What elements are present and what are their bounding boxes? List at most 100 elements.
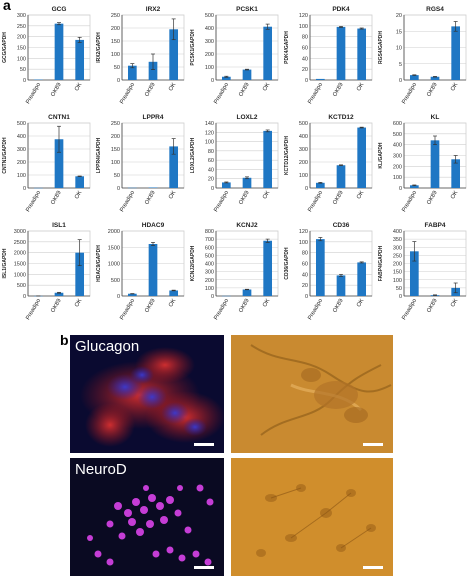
y-tick-label: 120 bbox=[299, 229, 308, 235]
chart-pcsk1: 0 100 200 300 400 500 PCSK1 PCSK1/GAPDH Preadipo… bbox=[190, 6, 279, 105]
chart-gcg: 0 50 100 150 200 250 300 GCG GCG/GAPDH Preadipo OK… bbox=[2, 6, 91, 105]
chart-title: LPPR4 bbox=[143, 114, 164, 121]
bar-ok89 bbox=[148, 244, 158, 296]
y-axis-label: RGS4/GAPDH bbox=[378, 31, 384, 64]
y-tick-label: 200 bbox=[205, 278, 214, 284]
y-tick-label: 100 bbox=[393, 175, 402, 181]
bar-ok bbox=[357, 262, 367, 296]
y-tick-label: 150 bbox=[111, 147, 120, 153]
x-tick-label: OK89 bbox=[50, 190, 63, 206]
bar-ok bbox=[357, 127, 367, 188]
chart-kl: 0 100 200 300 400 500 600 KL KL/GAPDH Preadipo OK8… bbox=[378, 114, 467, 213]
y-axis-label: KCTD12/GAPDH bbox=[284, 136, 290, 175]
x-tick-label: OK bbox=[450, 190, 459, 200]
y-tick-label: 400 bbox=[393, 229, 402, 235]
bar-ok89 bbox=[54, 139, 64, 188]
y-tick-label: 1000 bbox=[108, 262, 120, 268]
y-tick-label: 600 bbox=[393, 121, 402, 127]
glucagon-fluorescence-image: Glucagon bbox=[70, 335, 224, 453]
chart-title: KCTD12 bbox=[328, 114, 354, 121]
y-tick-label: 100 bbox=[299, 173, 308, 179]
x-tick-label: OK89 bbox=[332, 82, 345, 98]
y-tick-label: 150 bbox=[111, 39, 120, 45]
chart-title: KL bbox=[431, 114, 440, 121]
bar-ok89 bbox=[336, 26, 346, 81]
x-tick-label: Preadipo bbox=[307, 190, 324, 213]
y-tick-label: 100 bbox=[205, 140, 214, 146]
y-tick-label: 150 bbox=[17, 46, 26, 52]
y-tick-label: 80 bbox=[302, 251, 308, 257]
y-axis-label: PDK4/GAPDH bbox=[284, 31, 290, 64]
x-tick-label: OK bbox=[262, 298, 271, 308]
chart-title: CNTN1 bbox=[48, 114, 70, 121]
chart-title: CD36 bbox=[333, 222, 350, 229]
bar-ok bbox=[451, 26, 461, 80]
bar-preadipo bbox=[127, 293, 137, 296]
y-tick-label: 0 bbox=[305, 186, 308, 192]
x-tick-label: Preadipo bbox=[401, 190, 418, 213]
bar-ok bbox=[263, 26, 273, 80]
bar-ok89 bbox=[242, 289, 252, 296]
y-tick-label: 150 bbox=[393, 270, 402, 276]
chart-pdk4: 0 20 40 60 80 100 120 PDK4 PDK4/GAPDH Preadipo OK8… bbox=[284, 6, 373, 105]
y-tick-label: 500 bbox=[299, 121, 308, 127]
y-tick-label: 500 bbox=[17, 283, 26, 289]
bar-preadipo bbox=[409, 75, 419, 80]
x-tick-label: Preadipo bbox=[307, 82, 324, 105]
glucagon-label: Glucagon bbox=[75, 338, 140, 355]
y-tick-label: 500 bbox=[17, 121, 26, 127]
y-tick-label: 300 bbox=[299, 147, 308, 153]
y-axis-label: CD36/GAPDH bbox=[284, 247, 290, 280]
x-tick-label: OK89 bbox=[50, 298, 63, 314]
y-tick-label: 0 bbox=[399, 294, 402, 300]
y-tick-label: 20 bbox=[302, 283, 308, 289]
y-tick-label: 800 bbox=[205, 229, 214, 235]
y-tick-label: 300 bbox=[17, 147, 26, 153]
y-axis-label: GCG/GAPDH bbox=[2, 32, 8, 63]
bar-ok89 bbox=[336, 165, 346, 188]
y-tick-label: 100 bbox=[205, 65, 214, 71]
y-tick-label: 40 bbox=[302, 56, 308, 62]
bar-ok89 bbox=[148, 187, 158, 188]
y-tick-label: 0 bbox=[211, 78, 214, 84]
x-tick-label: OK89 bbox=[238, 298, 251, 314]
bar-ok89 bbox=[148, 61, 158, 80]
y-axis-label: CNTN1/GAPDH bbox=[2, 137, 8, 174]
neurod-label: NeuroD bbox=[75, 461, 127, 478]
y-axis-label: LPPR4/GAPDH bbox=[96, 137, 102, 173]
chart-kcnj2: 0 100 200 300 400 500 600 700 800 KCNJ2 KCNJ2/GAPD… bbox=[190, 222, 279, 321]
x-tick-label: OK89 bbox=[332, 190, 345, 206]
chart-hdac9: 0 500 1000 1500 2000 HDAC9 HDAC9/GAPDH Preadipo… bbox=[96, 222, 185, 321]
y-tick-label: 300 bbox=[393, 154, 402, 160]
bar-preadipo bbox=[315, 239, 325, 296]
x-tick-label: OK bbox=[356, 82, 365, 92]
y-tick-label: 400 bbox=[299, 134, 308, 140]
y-tick-label: 0 bbox=[23, 78, 26, 84]
y-tick-label: 1500 bbox=[14, 262, 26, 268]
bar-ok89 bbox=[430, 140, 440, 188]
y-tick-label: 600 bbox=[205, 245, 214, 251]
chart-title: FABP4 bbox=[425, 222, 446, 229]
x-tick-label: Preadipo bbox=[25, 82, 42, 105]
y-tick-label: 120 bbox=[205, 130, 214, 136]
x-tick-label: Preadipo bbox=[401, 82, 418, 105]
y-tick-label: 250 bbox=[111, 13, 120, 19]
y-tick-label: 200 bbox=[111, 134, 120, 140]
y-tick-label: 0 bbox=[211, 186, 214, 192]
bar-ok bbox=[357, 28, 367, 81]
x-tick-label: OK89 bbox=[426, 190, 439, 206]
x-tick-label: OK bbox=[74, 82, 83, 92]
chart-cntn1: 0 100 200 300 400 500 CNTN1 CNTN1/GAPDH Preadipo… bbox=[2, 114, 91, 213]
y-tick-label: 50 bbox=[20, 67, 26, 73]
y-tick-label: 80 bbox=[302, 35, 308, 41]
x-tick-label: Preadipo bbox=[213, 190, 230, 213]
y-tick-label: 200 bbox=[299, 160, 308, 166]
y-tick-label: 250 bbox=[111, 121, 120, 127]
neurod-dic-image bbox=[231, 458, 393, 576]
chart-title: LOXL2 bbox=[237, 114, 258, 121]
bar-ok89 bbox=[54, 23, 64, 81]
y-tick-label: 200 bbox=[17, 35, 26, 41]
y-tick-label: 250 bbox=[393, 253, 402, 259]
y-tick-label: 60 bbox=[302, 46, 308, 52]
